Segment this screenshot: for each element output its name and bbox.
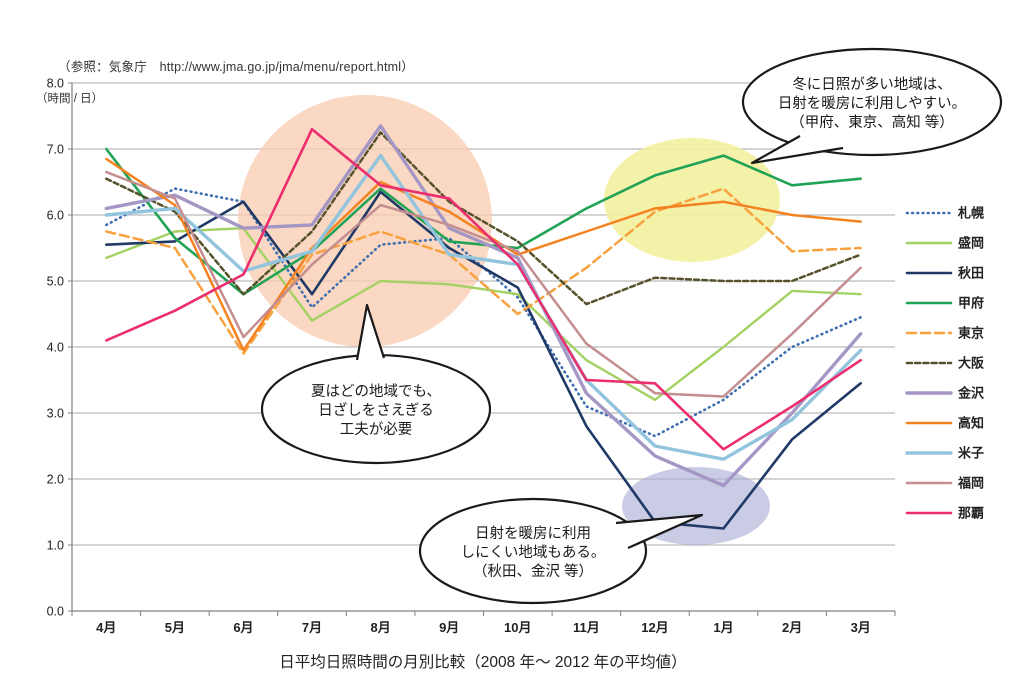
annotation-bubble-winter-low-note — [418, 497, 648, 605]
y-tick-label: 0.0 — [47, 605, 64, 619]
annotation-text-winter-sunny-note: 冬に日照が多い地域は、 — [792, 76, 952, 93]
legend-label-kofu: 甲府 — [958, 296, 984, 311]
series-line-kanazawa — [104, 124, 863, 488]
legend-label-akita: 秋田 — [958, 266, 984, 281]
series-line-yonago — [104, 153, 863, 461]
source-note: （参照：気象庁 http://www.jma.go.jp/jma/menu/re… — [58, 60, 414, 74]
legend-label-kanazawa: 金沢 — [957, 386, 985, 401]
y-tick-label: 4.0 — [47, 341, 64, 355]
annotation-text-winter-sunny-note: 日射を暖房に利用しやすい。 — [778, 95, 966, 112]
legend-label-tokyo: 東京 — [958, 326, 984, 341]
chart-title: 日平均日照時間の月別比較（2008 年〜 2012 年の平均値） — [279, 654, 687, 671]
annotation-text-summer-note: 日ざしをさえぎる — [318, 401, 434, 419]
y-axis-unit-label: （時間 / 日） — [36, 93, 104, 105]
legend-label-sapporo: 札幌 — [957, 206, 984, 221]
y-tick-label: 2.0 — [47, 473, 64, 487]
x-tick-label: 12月 — [641, 620, 668, 635]
x-tick-label: 6月 — [233, 620, 253, 635]
annotation-text-winter-sunny-note: （甲府、東京、高知 等） — [790, 113, 954, 131]
y-tick-label: 5.0 — [47, 275, 64, 289]
highlight-summer-circle — [238, 95, 492, 347]
annotation-bubble-winter-sunny-note — [741, 47, 1003, 157]
legend-label-yonago: 米子 — [958, 446, 984, 461]
legend-label-fukuoka: 福岡 — [957, 476, 984, 491]
series-line-akita — [105, 190, 863, 530]
series-line-morioka — [105, 226, 862, 401]
x-tick-label: 5月 — [165, 620, 185, 635]
legend-label-naha: 那覇 — [958, 506, 984, 521]
series-line-tokyo — [105, 187, 862, 355]
x-tick-label: 2月 — [782, 620, 802, 635]
annotation-tail-winter-sunny-note — [750, 135, 844, 165]
legend-label-osaka: 大阪 — [958, 356, 985, 371]
annotation-text-winter-low-note: しにくい地域もある。 — [461, 544, 606, 561]
series-line-naha — [105, 127, 863, 451]
x-tick-label: 4月 — [96, 620, 116, 635]
y-tick-label: 7.0 — [47, 143, 64, 157]
x-tick-label: 7月 — [302, 620, 322, 635]
x-tick-label: 9月 — [439, 620, 459, 635]
legend-label-kochi: 高知 — [958, 416, 984, 431]
x-tick-label: 3月 — [851, 620, 871, 635]
x-tick-label: 1月 — [713, 620, 733, 635]
series-line-fukuoka — [105, 170, 862, 398]
x-tick-label: 10月 — [504, 620, 531, 635]
legend-label-morioka: 盛岡 — [958, 236, 984, 251]
annotation-tail-winter-low-note — [615, 513, 704, 550]
x-tick-label: 8月 — [371, 620, 391, 635]
annotation-text-summer-note: 夏はどの地域でも、 — [311, 383, 441, 400]
y-tick-label: 8.0 — [47, 77, 64, 91]
annotation-text-summer-note: 工夫が必要 — [340, 421, 413, 438]
annotation-tail-summer-note — [355, 303, 386, 361]
x-tick-label: 11月 — [573, 620, 600, 635]
y-tick-label: 3.0 — [47, 407, 64, 421]
annotation-text-winter-low-note: （秋田、金沢 等） — [473, 562, 593, 580]
annotation-text-winter-low-note: 日射を暖房に利用 — [475, 525, 591, 542]
y-tick-label: 1.0 — [47, 539, 64, 553]
series-line-sapporo — [105, 187, 863, 438]
y-tick-label: 6.0 — [47, 209, 64, 223]
